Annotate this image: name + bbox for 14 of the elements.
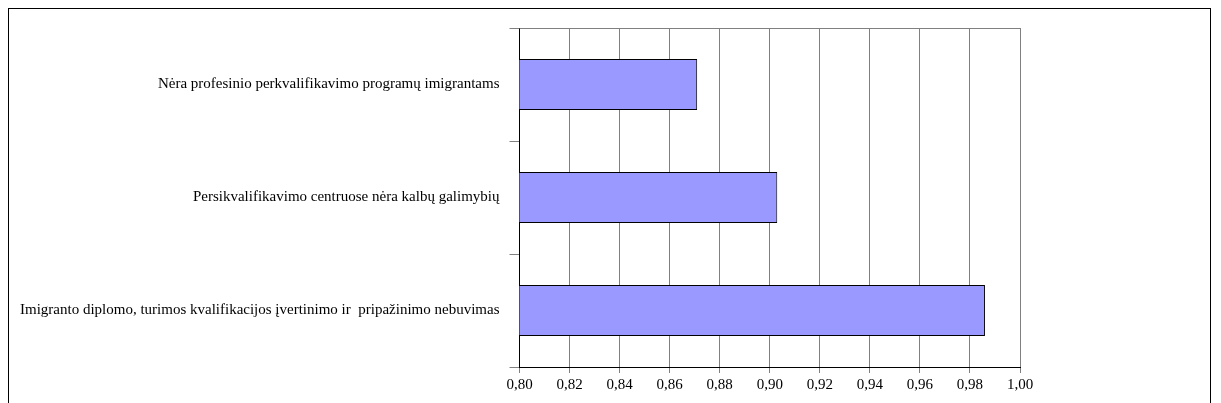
y-tick-label: Persikvalifikavimo centruose nėra kalbų galimybių xyxy=(192,188,500,205)
y-tick-label: Imigranto diplomo, turimos kvalifikacijos įvertinimo ir pripažinimo nebuvimas xyxy=(19,301,500,318)
x-tick-label: 0,98 xyxy=(956,375,984,392)
x-tick-label: 0,84 xyxy=(606,375,634,392)
x-tick-label: 1,00 xyxy=(1006,375,1034,392)
x-tick-label: 0,94 xyxy=(856,375,884,392)
x-tick-label: 0,96 xyxy=(906,375,934,392)
y-tick-label: Nėra profesinio perkvalifikavimo programų imigrantams xyxy=(157,75,500,92)
x-tick-label: 0,90 xyxy=(756,375,783,392)
x-tick-label: 0,86 xyxy=(656,375,684,392)
x-tick-label: 0,82 xyxy=(556,375,583,392)
x-tick-label: 0,92 xyxy=(806,375,833,392)
x-tick-label: 0,80 xyxy=(506,375,533,392)
x-tick-label: 0,88 xyxy=(706,375,733,392)
